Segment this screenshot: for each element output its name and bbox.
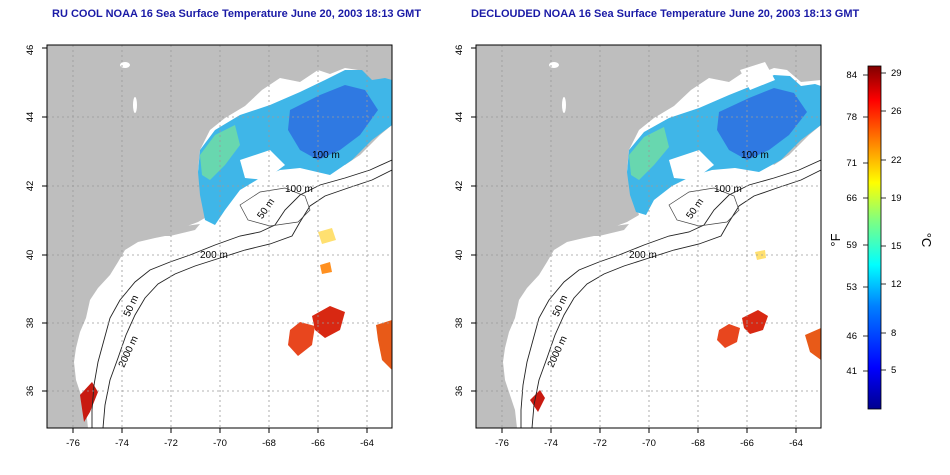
x-tick-label: -76	[495, 438, 509, 449]
celsius-ticks: 29 26 22 19 15 12 8 5	[881, 68, 902, 376]
x-tick-label: -68	[262, 438, 276, 449]
y-tick-label: 44	[25, 112, 36, 123]
x-tick-label: -74	[115, 438, 129, 449]
left-map-panel: 100 m 100 m 50 m 200 m 50 m 2000 m -	[25, 44, 393, 449]
x-tick-label: -74	[544, 438, 558, 449]
left-map-title: RU COOL NOAA 16 Sea Surface Temperature …	[52, 8, 422, 20]
y-axis-right: 36 38 40 42 44 46	[454, 45, 476, 397]
fahrenheit-tick-label: 41	[846, 366, 857, 377]
sst-warm-eddy	[288, 322, 315, 356]
sst-warm-edge	[629, 127, 669, 180]
contour-georges-bank	[668, 187, 740, 227]
contour-slope	[531, 169, 821, 428]
y-tick-label: 40	[454, 250, 465, 261]
lake	[133, 97, 137, 113]
x-tick-label: -64	[360, 438, 374, 449]
lake	[562, 97, 566, 113]
land-long-island	[579, 224, 629, 236]
x-tick-label: -68	[691, 438, 705, 449]
sst-warm-spot	[320, 262, 332, 274]
fahrenheit-tick-label: 66	[846, 193, 857, 204]
temperature-colorbar: °F °C 84 78 71 66 59 53 46 41	[828, 65, 934, 410]
y-tick-label: 46	[25, 45, 36, 56]
land-long-island	[150, 224, 200, 236]
colorbar-gradient	[867, 65, 882, 410]
cloud-gap	[669, 150, 714, 180]
y-tick-label: 42	[25, 181, 36, 192]
y-tick-label: 36	[25, 386, 36, 397]
sst-cold-core	[288, 85, 378, 160]
contour-label: 100 m	[285, 184, 313, 195]
y-tick-label: 42	[454, 181, 465, 192]
lake	[120, 62, 130, 68]
sst-warm-coast	[530, 390, 545, 412]
x-tick-label: -72	[164, 438, 178, 449]
contour-georges-bank	[239, 187, 311, 227]
fahrenheit-unit-label: °F	[828, 233, 843, 246]
right-map-panel: 100 m 100 m 50 m 200 m 50 m 2000 m -76 -…	[454, 44, 822, 449]
map-grid	[476, 45, 821, 428]
right-map-title: DECLOUDED NOAA 16 Sea Surface Temperatur…	[471, 8, 860, 20]
fahrenheit-tick-label: 46	[846, 331, 857, 342]
sst-warm-spot	[318, 228, 336, 244]
y-tick-label: 40	[25, 250, 36, 261]
x-tick-label: -64	[789, 438, 803, 449]
fahrenheit-tick-label: 59	[846, 240, 857, 251]
y-axis-left: 36 38 40 42 44 46	[25, 45, 47, 397]
cloud-gap	[740, 62, 775, 90]
cloud-gap	[240, 150, 285, 180]
contour-label: 200 m	[629, 250, 657, 261]
celsius-tick-label: 29	[891, 68, 902, 79]
fahrenheit-ticks: 84 78 71 66 59 53 46 41	[846, 70, 868, 377]
x-tick-label: -70	[213, 438, 227, 449]
y-tick-label: 38	[454, 318, 465, 329]
contour-shelf	[520, 159, 821, 428]
x-axis-right: -76 -74 -72 -70 -68 -66 -64	[495, 428, 803, 449]
contour-label: 200 m	[200, 250, 228, 261]
contour-label: 100 m	[741, 150, 769, 161]
lake	[549, 62, 559, 68]
map-grid	[47, 45, 392, 428]
contour-label: 100 m	[714, 184, 742, 195]
x-axis-left: -76 -74 -72 -70 -68 -66 -64	[66, 428, 374, 449]
celsius-tick-label: 22	[891, 155, 902, 166]
celsius-unit-label: °C	[919, 233, 934, 248]
x-tick-label: -66	[740, 438, 754, 449]
celsius-tick-label: 19	[891, 193, 902, 204]
sst-warm-eddy	[312, 306, 345, 338]
celsius-tick-label: 26	[891, 106, 902, 117]
celsius-tick-label: 15	[891, 241, 902, 252]
fahrenheit-tick-label: 53	[846, 282, 857, 293]
sst-warm-edge	[200, 125, 240, 180]
sst-warm-eddy	[742, 310, 768, 334]
sst-warm-eddy	[805, 328, 821, 360]
contour-label: 100 m	[312, 150, 340, 161]
land-mass	[47, 45, 392, 428]
fahrenheit-tick-label: 78	[846, 112, 857, 123]
sst-cold-core	[717, 88, 807, 160]
celsius-tick-label: 5	[891, 365, 896, 376]
x-tick-label: -76	[66, 438, 80, 449]
celsius-tick-label: 8	[891, 328, 896, 339]
fahrenheit-tick-label: 71	[846, 158, 857, 169]
sst-warm-eddy	[717, 324, 740, 348]
y-tick-label: 44	[454, 112, 465, 123]
sst-warm-eddy	[376, 320, 392, 370]
land-mass	[476, 45, 821, 428]
contour-slope	[102, 169, 392, 428]
sst-warm-spot	[755, 250, 766, 260]
y-tick-label: 36	[454, 386, 465, 397]
contour-shelf	[91, 159, 392, 428]
y-tick-label: 46	[454, 45, 465, 56]
x-tick-label: -70	[642, 438, 656, 449]
y-tick-label: 38	[25, 318, 36, 329]
x-tick-label: -66	[311, 438, 325, 449]
celsius-tick-label: 12	[891, 279, 902, 290]
x-tick-label: -72	[593, 438, 607, 449]
fahrenheit-tick-label: 84	[846, 70, 857, 81]
